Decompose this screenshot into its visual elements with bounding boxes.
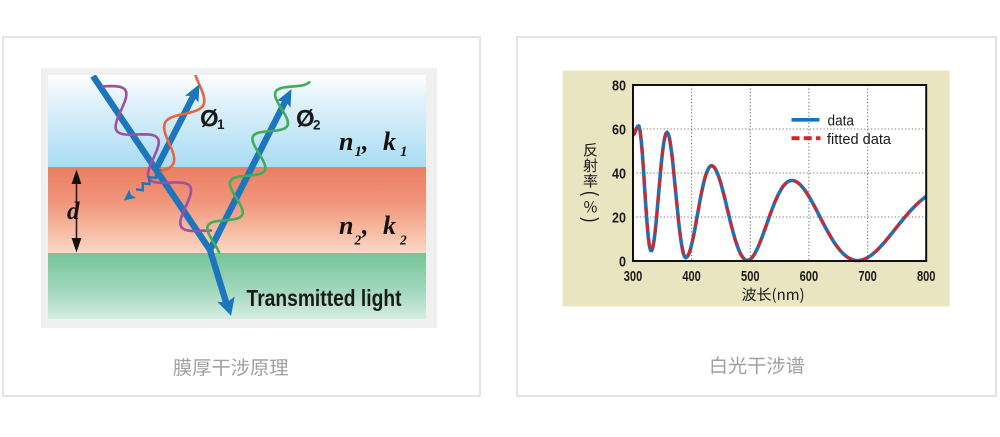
svg-text:80: 80 [612, 79, 626, 95]
svg-text:60: 60 [612, 123, 626, 139]
svg-text:k: k [383, 211, 396, 240]
svg-text:,: , [361, 127, 369, 156]
svg-text:1: 1 [355, 144, 363, 160]
svg-text:2: 2 [354, 232, 362, 247]
svg-text:800: 800 [917, 269, 936, 285]
svg-text:300: 300 [624, 269, 643, 285]
svg-text:1: 1 [217, 117, 225, 132]
svg-text:n: n [339, 127, 353, 156]
svg-text:600: 600 [800, 269, 819, 285]
svg-text:Transmitted light: Transmitted light [247, 285, 402, 311]
svg-text:500: 500 [741, 269, 760, 285]
svg-text:,: , [361, 211, 369, 240]
svg-text:Ø: Ø [296, 106, 315, 133]
svg-text:n: n [339, 211, 353, 240]
svg-text:0: 0 [619, 255, 626, 271]
svg-text:400: 400 [682, 269, 701, 285]
svg-text:k: k [383, 127, 396, 156]
svg-text:2: 2 [399, 232, 407, 247]
svg-text:data: data [828, 113, 855, 130]
svg-text:700: 700 [858, 269, 877, 285]
svg-text:1: 1 [400, 144, 408, 160]
svg-text:Ø: Ø [200, 106, 219, 133]
svg-text:d: d [67, 198, 80, 225]
svg-text:20: 20 [612, 211, 626, 227]
svg-text:2: 2 [313, 118, 321, 133]
svg-text:40: 40 [612, 167, 626, 183]
svg-text:fitted data: fitted data [827, 131, 892, 148]
